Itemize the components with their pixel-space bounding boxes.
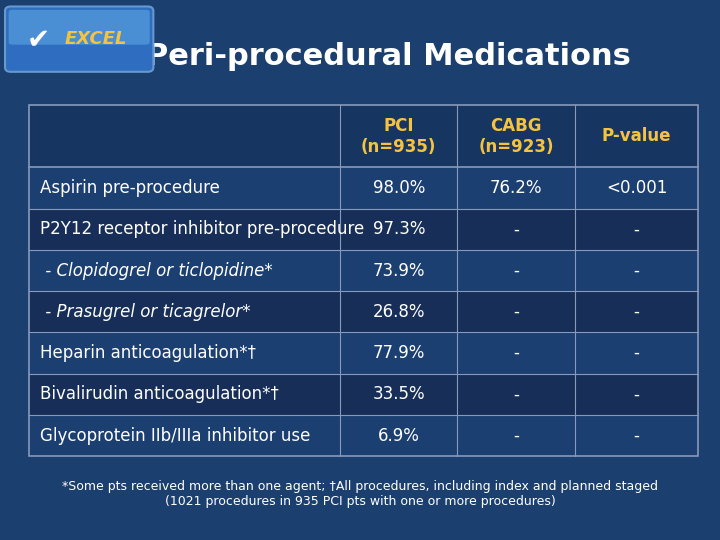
Text: 76.2%: 76.2% [490, 179, 542, 197]
Bar [29, 374, 698, 415]
Text: -: - [634, 386, 639, 403]
Text: -: - [634, 220, 639, 238]
Text: 97.3%: 97.3% [372, 220, 425, 238]
Text: -: - [634, 303, 639, 321]
Text: 73.9%: 73.9% [372, 261, 425, 280]
Text: Peri-procedural Medications: Peri-procedural Medications [146, 42, 631, 71]
Text: P2Y12 receptor inhibitor pre-procedure: P2Y12 receptor inhibitor pre-procedure [40, 220, 364, 238]
Text: 33.5%: 33.5% [372, 386, 425, 403]
Text: -: - [634, 427, 639, 444]
Bar [29, 105, 698, 167]
Text: Glycoprotein IIb/IIIa inhibitor use: Glycoprotein IIb/IIIa inhibitor use [40, 427, 310, 444]
Text: ✔: ✔ [27, 26, 50, 55]
Bar [29, 105, 698, 456]
Text: 26.8%: 26.8% [372, 303, 425, 321]
Text: -: - [513, 427, 519, 444]
Text: -: - [513, 386, 519, 403]
Text: Heparin anticoagulation*†: Heparin anticoagulation*† [40, 344, 256, 362]
Text: -: - [513, 261, 519, 280]
Text: 77.9%: 77.9% [372, 344, 425, 362]
Text: CABG
(n=923): CABG (n=923) [478, 117, 554, 156]
FancyBboxPatch shape [9, 10, 150, 45]
Bar [29, 167, 698, 208]
Bar [29, 208, 698, 250]
Text: 98.0%: 98.0% [372, 179, 425, 197]
Text: P-value: P-value [602, 127, 671, 145]
Text: Aspirin pre-procedure: Aspirin pre-procedure [40, 179, 220, 197]
Text: Bivalirudin anticoagulation*†: Bivalirudin anticoagulation*† [40, 386, 279, 403]
Text: -: - [513, 344, 519, 362]
Text: -: - [513, 220, 519, 238]
Text: -: - [513, 303, 519, 321]
FancyBboxPatch shape [5, 6, 153, 72]
Bar [29, 250, 698, 291]
Text: EXCEL: EXCEL [65, 30, 127, 48]
Bar [29, 333, 698, 374]
Text: -: - [634, 261, 639, 280]
Bar [29, 415, 698, 456]
Text: - Prasugrel or ticagrelor*: - Prasugrel or ticagrelor* [40, 303, 251, 321]
Text: - Clopidogrel or ticlopidine*: - Clopidogrel or ticlopidine* [40, 261, 272, 280]
Text: 6.9%: 6.9% [378, 427, 420, 444]
Text: *Some pts received more than one agent; †All procedures, including index and pla: *Some pts received more than one agent; … [62, 480, 658, 508]
Bar [29, 291, 698, 333]
Text: -: - [634, 344, 639, 362]
Text: PCI
(n=935): PCI (n=935) [361, 117, 436, 156]
Text: <0.001: <0.001 [606, 179, 667, 197]
